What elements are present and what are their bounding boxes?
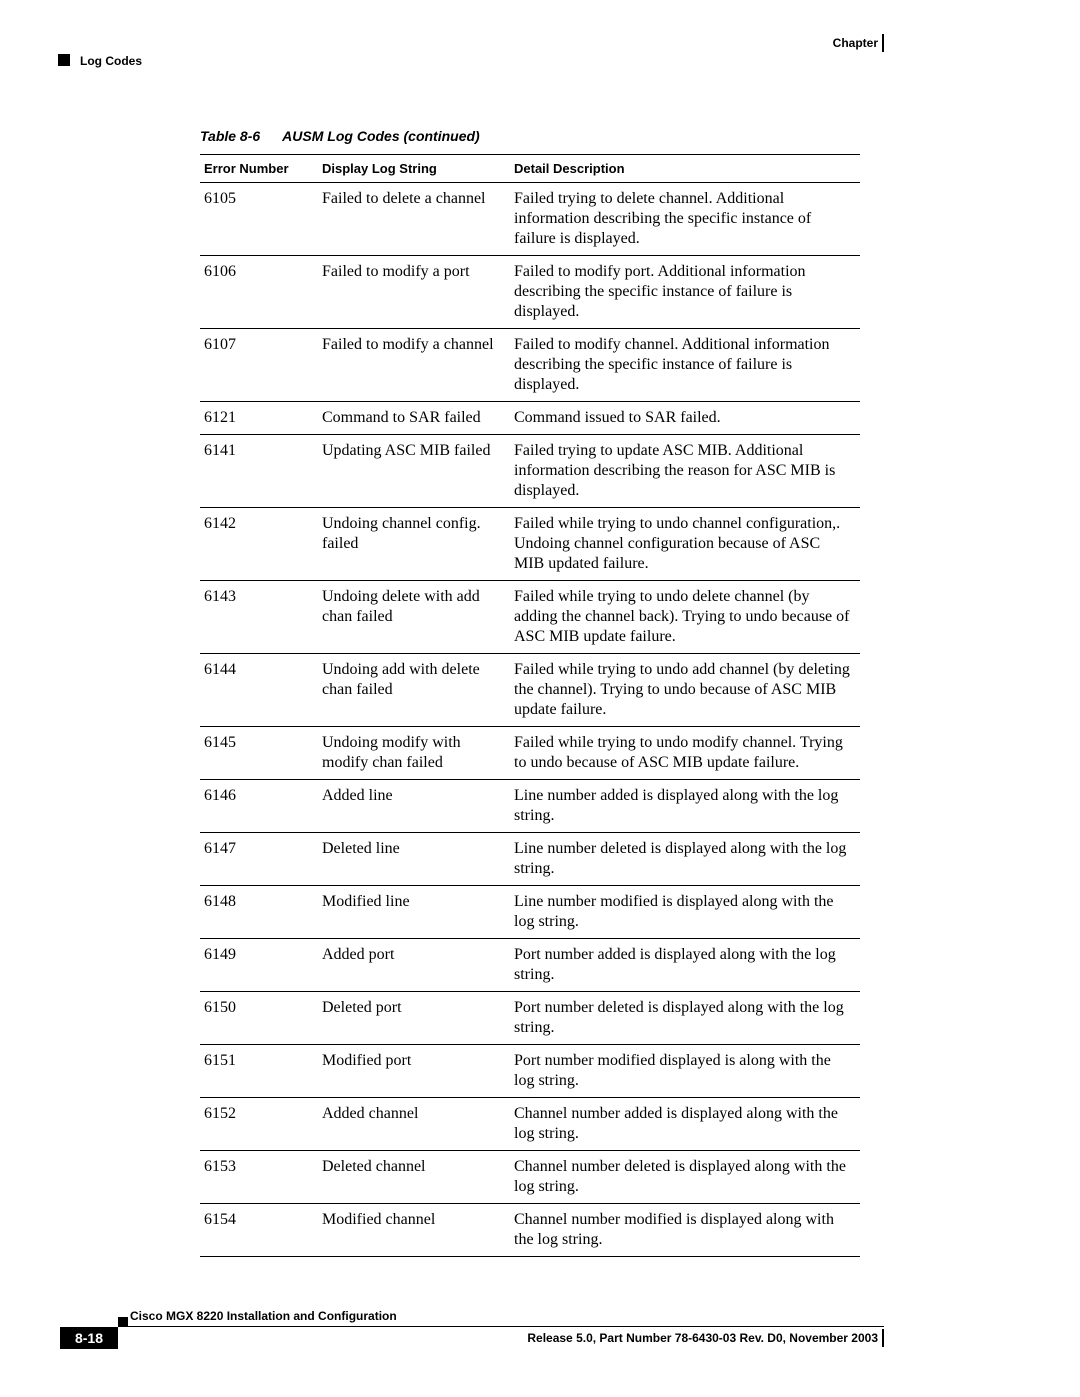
page-number-badge: 8-18 [60, 1327, 118, 1349]
release-text: Release 5.0, Part Number 78-6430-03 Rev.… [527, 1331, 878, 1345]
page-header: Chapter Log Codes [0, 36, 1080, 62]
cell-error-number: 6144 [200, 654, 318, 727]
cell-error-number: 6106 [200, 256, 318, 329]
table-row: 6107Failed to modify a channelFailed to … [200, 329, 860, 402]
cell-error-number: 6145 [200, 727, 318, 780]
cell-display-log-string: Added port [318, 939, 510, 992]
cell-display-log-string: Failed to modify a channel [318, 329, 510, 402]
log-codes-table: Error Number Display Log String Detail D… [200, 154, 860, 1257]
cell-error-number: 6142 [200, 508, 318, 581]
cell-display-log-string: Updating ASC MIB failed [318, 435, 510, 508]
cell-detail-description: Channel number modified is displayed alo… [510, 1204, 860, 1257]
cell-detail-description: Failed while trying to undo add channel … [510, 654, 860, 727]
cell-display-log-string: Added channel [318, 1098, 510, 1151]
cell-display-log-string: Deleted port [318, 992, 510, 1045]
cell-detail-description: Failed trying to delete channel. Additio… [510, 183, 860, 256]
cell-detail-description: Channel number added is displayed along … [510, 1098, 860, 1151]
table-row: 6142Undoing channel config. failedFailed… [200, 508, 860, 581]
cell-detail-description: Command issued to SAR failed. [510, 402, 860, 435]
cell-detail-description: Failed while trying to undo delete chann… [510, 581, 860, 654]
footer-badge-marker-icon [118, 1317, 128, 1327]
cell-error-number: 6141 [200, 435, 318, 508]
cell-detail-description: Failed while trying to undo modify chann… [510, 727, 860, 780]
table-label: Table 8-6 [200, 128, 260, 144]
cell-display-log-string: Undoing modify with modify chan failed [318, 727, 510, 780]
table-row: 6147Deleted lineLine number deleted is d… [200, 833, 860, 886]
cell-error-number: 6153 [200, 1151, 318, 1204]
table-row: 6144Undoing add with delete chan failedF… [200, 654, 860, 727]
cell-display-log-string: Failed to delete a channel [318, 183, 510, 256]
table-caption: Table 8-6 AUSM Log Codes (continued) [200, 128, 480, 144]
table-row: 6154Modified channelChannel number modif… [200, 1204, 860, 1257]
table-row: 6152Added channelChannel number added is… [200, 1098, 860, 1151]
cell-error-number: 6147 [200, 833, 318, 886]
section-title: Log Codes [80, 54, 142, 68]
cell-display-log-string: Deleted channel [318, 1151, 510, 1204]
table-row: 6149Added portPort number added is displ… [200, 939, 860, 992]
cell-detail-description: Port number modified displayed is along … [510, 1045, 860, 1098]
cell-detail-description: Line number modified is displayed along … [510, 886, 860, 939]
cell-error-number: 6151 [200, 1045, 318, 1098]
col-error-number: Error Number [200, 155, 318, 183]
cell-error-number: 6105 [200, 183, 318, 256]
cell-detail-description: Failed to modify channel. Additional inf… [510, 329, 860, 402]
cell-error-number: 6152 [200, 1098, 318, 1151]
cell-error-number: 6150 [200, 992, 318, 1045]
cell-display-log-string: Failed to modify a port [318, 256, 510, 329]
cell-detail-description: Channel number deleted is displayed alon… [510, 1151, 860, 1204]
table-title: AUSM Log Codes (continued) [282, 128, 480, 144]
cell-detail-description: Line number deleted is displayed along w… [510, 833, 860, 886]
table-row: 6121Command to SAR failedCommand issued … [200, 402, 860, 435]
cell-display-log-string: Added line [318, 780, 510, 833]
chapter-label: Chapter [833, 36, 878, 50]
cell-display-log-string: Modified line [318, 886, 510, 939]
section-marker-icon [58, 54, 70, 66]
table-row: 6146Added lineLine number added is displ… [200, 780, 860, 833]
cell-detail-description: Port number added is displayed along wit… [510, 939, 860, 992]
table-row: 6143Undoing delete with add chan failedF… [200, 581, 860, 654]
cell-error-number: 6146 [200, 780, 318, 833]
cell-detail-description: Failed trying to update ASC MIB. Additio… [510, 435, 860, 508]
col-display-log-string: Display Log String [318, 155, 510, 183]
footer-bar-icon [882, 1329, 884, 1347]
cell-error-number: 6107 [200, 329, 318, 402]
cell-detail-description: Failed to modify port. Additional inform… [510, 256, 860, 329]
table-header-row: Error Number Display Log String Detail D… [200, 155, 860, 183]
cell-error-number: 6154 [200, 1204, 318, 1257]
cell-detail-description: Line number added is displayed along wit… [510, 780, 860, 833]
table-row: 6150Deleted portPort number deleted is d… [200, 992, 860, 1045]
cell-display-log-string: Modified port [318, 1045, 510, 1098]
table-row: 6145Undoing modify with modify chan fail… [200, 727, 860, 780]
cell-error-number: 6148 [200, 886, 318, 939]
cell-detail-description: Failed while trying to undo channel conf… [510, 508, 860, 581]
cell-display-log-string: Undoing delete with add chan failed [318, 581, 510, 654]
table-row: 6153Deleted channelChannel number delete… [200, 1151, 860, 1204]
cell-error-number: 6121 [200, 402, 318, 435]
table-body: 6105Failed to delete a channelFailed try… [200, 183, 860, 1257]
doc-title: Cisco MGX 8220 Installation and Configur… [130, 1309, 397, 1323]
header-bar-icon [882, 34, 884, 52]
cell-display-log-string: Undoing channel config. failed [318, 508, 510, 581]
table-row: 6148Modified lineLine number modified is… [200, 886, 860, 939]
table-row: 6141Updating ASC MIB failedFailed trying… [200, 435, 860, 508]
cell-display-log-string: Command to SAR failed [318, 402, 510, 435]
cell-display-log-string: Undoing add with delete chan failed [318, 654, 510, 727]
cell-display-log-string: Deleted line [318, 833, 510, 886]
cell-detail-description: Port number deleted is displayed along w… [510, 992, 860, 1045]
table-row: 6105Failed to delete a channelFailed try… [200, 183, 860, 256]
cell-error-number: 6143 [200, 581, 318, 654]
page-footer: Cisco MGX 8220 Installation and Configur… [0, 1297, 1080, 1357]
footer-rule-icon [118, 1326, 884, 1327]
cell-error-number: 6149 [200, 939, 318, 992]
cell-display-log-string: Modified channel [318, 1204, 510, 1257]
table-row: 6106Failed to modify a portFailed to mod… [200, 256, 860, 329]
col-detail-description: Detail Description [510, 155, 860, 183]
table-row: 6151Modified portPort number modified di… [200, 1045, 860, 1098]
page: Chapter Log Codes Table 8-6 AUSM Log Code… [0, 0, 1080, 1397]
